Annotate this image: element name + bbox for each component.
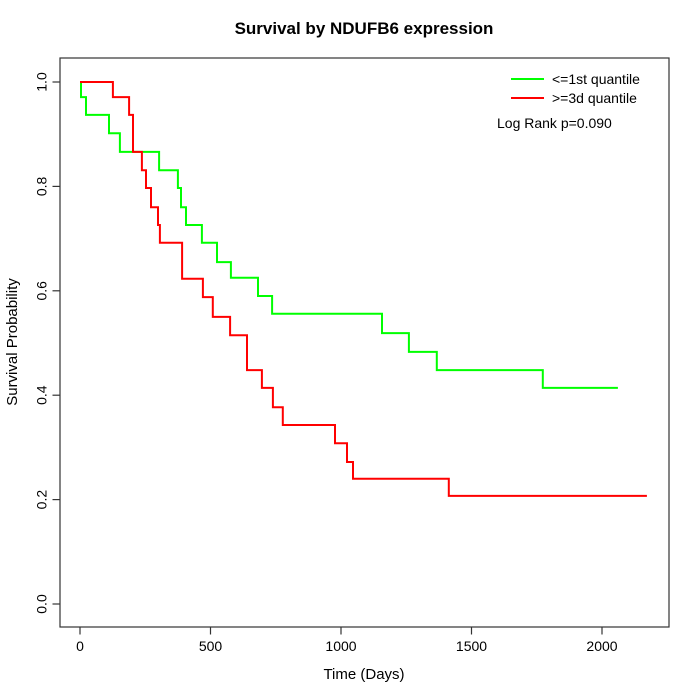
legend-label-low-quantile: <=1st quantile <box>552 71 640 87</box>
log-rank-annotation: Log Rank p=0.090 <box>497 115 612 131</box>
y-axis-ticks: 0.0 0.2 0.4 0.6 0.8 1.0 <box>34 72 60 614</box>
legend-item-high-quantile: >=3d quantile <box>511 90 637 106</box>
x-tick-label: 1000 <box>325 638 356 654</box>
x-axis-ticks: 0 500 1000 1500 2000 <box>76 627 618 654</box>
y-axis-label: Survival Probability <box>4 278 21 406</box>
x-tick-label: 500 <box>199 638 223 654</box>
chart-title: Survival by NDUFB6 expression <box>235 19 494 38</box>
legend-label-high-quantile: >=3d quantile <box>552 90 637 106</box>
legend: <=1st quantile >=3d quantile Log Rank p=… <box>497 71 640 131</box>
y-tick-label: 0.2 <box>34 490 50 510</box>
y-tick-label: 1.0 <box>34 72 50 92</box>
km-curves <box>80 81 647 497</box>
x-tick-label: 1500 <box>456 638 487 654</box>
y-tick-label: 0.4 <box>34 385 50 405</box>
y-tick-label: 0.0 <box>34 594 50 614</box>
x-tick-label: 2000 <box>586 638 617 654</box>
plot-box <box>59 57 670 628</box>
x-tick-label: 0 <box>76 638 84 654</box>
x-axis-label: Time (Days) <box>323 666 404 683</box>
km-curve-high-quantile <box>80 81 647 497</box>
y-tick-label: 0.6 <box>34 281 50 301</box>
legend-item-low-quantile: <=1st quantile <box>511 71 640 87</box>
y-tick-label: 0.8 <box>34 176 50 196</box>
km-curve-low-quantile <box>80 81 618 389</box>
